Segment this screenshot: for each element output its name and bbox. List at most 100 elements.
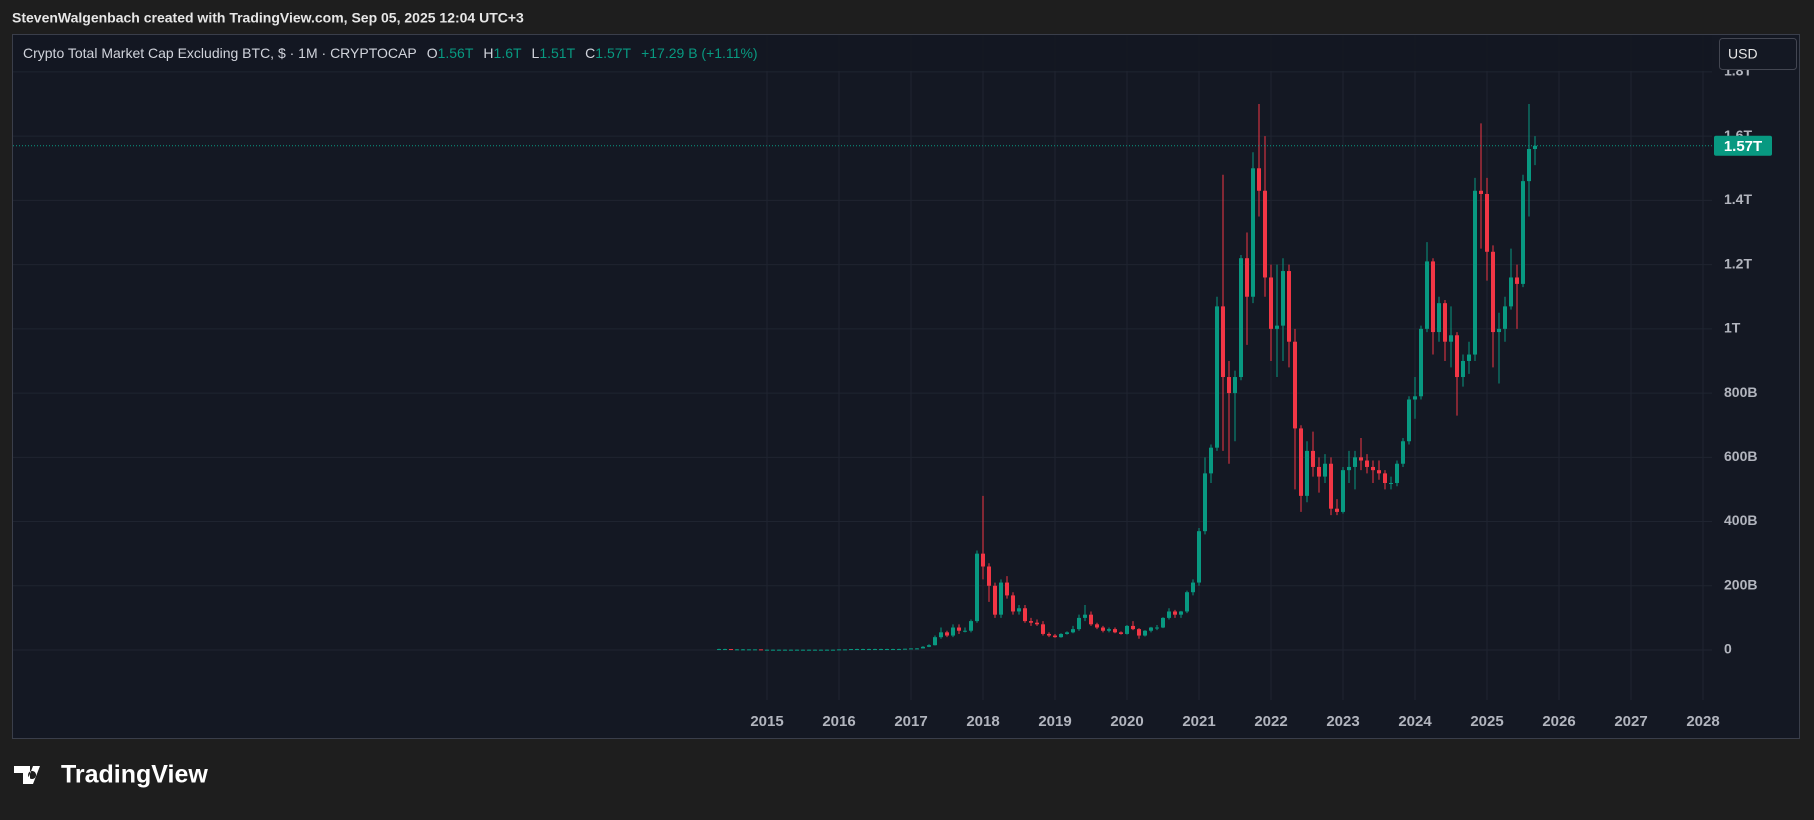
candle-body xyxy=(1173,611,1177,615)
candle-body xyxy=(1041,624,1045,634)
x-tick-label: 2022 xyxy=(1254,713,1287,730)
candle-body xyxy=(1485,193,1489,252)
candle-body xyxy=(1257,168,1261,191)
candle-body xyxy=(1263,190,1267,278)
candle-body xyxy=(1299,428,1303,496)
candle-body xyxy=(1143,630,1147,636)
candle-body xyxy=(1107,629,1111,631)
candle-body xyxy=(1491,251,1495,333)
candle-body xyxy=(1053,635,1057,638)
ohlc-value: 1.57T xyxy=(595,45,631,61)
candle-body xyxy=(1233,377,1237,394)
candle-body xyxy=(1203,473,1207,532)
candle-body xyxy=(1047,633,1051,636)
candle-body xyxy=(1191,582,1195,593)
candle-body xyxy=(903,648,907,650)
candle-body xyxy=(1059,633,1063,638)
candle-body xyxy=(1521,181,1525,284)
candle-body xyxy=(999,582,1003,615)
symbol-name: Crypto Total Market Cap Excluding BTC, $… xyxy=(23,45,417,61)
candle-body xyxy=(1461,360,1465,378)
candle-body xyxy=(1335,508,1339,512)
candle-body xyxy=(1101,627,1105,631)
candle-body xyxy=(963,630,967,632)
candle-body xyxy=(1011,595,1015,612)
candle-body xyxy=(1455,335,1459,378)
candle-body xyxy=(1125,625,1129,634)
price-label-box xyxy=(1714,135,1772,156)
ohlc-key: L xyxy=(532,45,540,61)
candle-body xyxy=(1209,447,1213,474)
currency-label[interactable]: USD xyxy=(1728,46,1758,62)
change: +17.29 B (+1.11%) xyxy=(641,45,757,61)
x-tick-label: 2025 xyxy=(1470,713,1503,730)
candle-body xyxy=(807,649,811,651)
y-tick-label: 400B xyxy=(1724,512,1757,528)
candle-body xyxy=(1449,335,1453,342)
candle-body xyxy=(1479,190,1483,194)
candle-body xyxy=(1323,463,1327,477)
candle-body xyxy=(873,649,877,651)
candle-body xyxy=(753,649,757,651)
candle-body xyxy=(741,649,745,651)
chart-frame xyxy=(12,34,1800,739)
candle-body xyxy=(1533,145,1537,150)
candle-body xyxy=(867,649,871,651)
candle-body xyxy=(1131,625,1135,630)
candle-body xyxy=(1353,457,1357,467)
candle-body xyxy=(933,637,937,646)
x-tick-label: 2020 xyxy=(1110,713,1143,730)
candle-body xyxy=(897,649,901,651)
brand-logo xyxy=(14,766,40,784)
candle-body xyxy=(1437,303,1441,333)
candle-body xyxy=(1065,632,1069,634)
candle-body xyxy=(1029,621,1033,623)
candle-body xyxy=(1317,466,1321,477)
candle-body xyxy=(1383,473,1387,484)
candle-body xyxy=(1293,341,1297,429)
candle-body xyxy=(1407,399,1411,442)
candle-body xyxy=(855,649,859,651)
candle-body xyxy=(813,649,817,651)
candle-body xyxy=(1167,611,1171,618)
y-tick-label: 800B xyxy=(1724,384,1757,400)
candle-body xyxy=(759,649,763,651)
candle-body xyxy=(1425,261,1429,329)
header-band xyxy=(13,35,1712,71)
x-tick-label: 2015 xyxy=(750,713,783,730)
candle-body xyxy=(1005,582,1009,596)
candle-body xyxy=(777,649,781,651)
x-tick-label: 2026 xyxy=(1542,713,1575,730)
symbol-header: Crypto Total Market Cap Excluding BTC, $… xyxy=(23,45,758,61)
ohlc-key: H xyxy=(483,45,493,61)
candle-body xyxy=(801,649,805,651)
candle-body xyxy=(1359,457,1363,461)
candle-body xyxy=(1527,149,1531,182)
candle-body xyxy=(1239,258,1243,378)
candle-body xyxy=(831,649,835,651)
candle-body xyxy=(1347,466,1351,471)
candle-body xyxy=(789,649,793,651)
y-tick-label: 0 xyxy=(1724,641,1732,657)
candle-body xyxy=(1227,377,1231,394)
candle-body xyxy=(1119,632,1123,634)
candle-body xyxy=(1341,470,1345,512)
candle-body xyxy=(1311,450,1315,467)
candle-body xyxy=(1017,608,1021,612)
candle-body xyxy=(1365,460,1369,467)
candle-body xyxy=(747,649,751,651)
candle-body xyxy=(1071,629,1075,633)
ohlc-key: C xyxy=(585,45,595,61)
candle-body xyxy=(1095,624,1099,628)
ohlc-value: 1.56T xyxy=(438,45,474,61)
candle-body xyxy=(939,632,943,638)
ohlc-value: 1.51T xyxy=(539,45,575,61)
currency-button[interactable] xyxy=(1719,38,1797,70)
candle-body xyxy=(783,649,787,651)
candle-body xyxy=(915,648,919,650)
candle-body xyxy=(1377,470,1381,474)
candle-body xyxy=(1515,277,1519,284)
candle-body xyxy=(1467,354,1471,361)
candle-body xyxy=(771,649,775,651)
candle-body xyxy=(1503,306,1507,329)
